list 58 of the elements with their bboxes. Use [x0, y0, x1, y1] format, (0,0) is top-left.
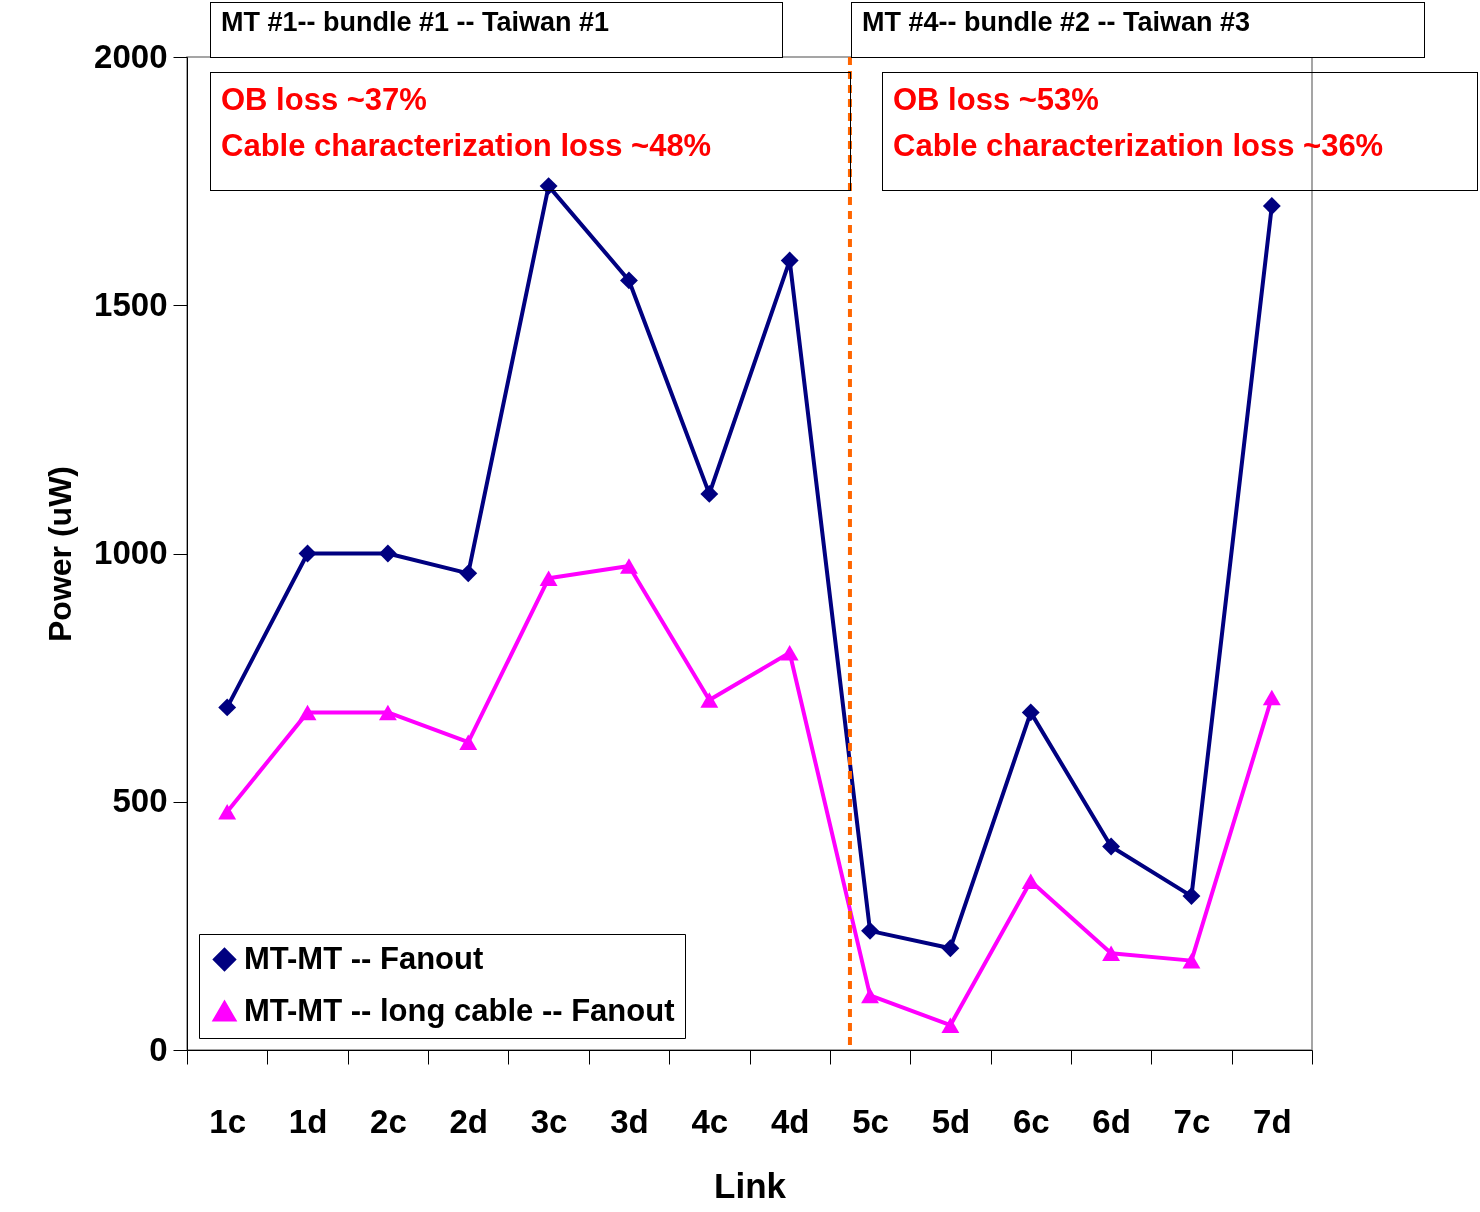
- x-tick-label: 2d: [449, 1102, 489, 1140]
- y-tick-label: 1000: [94, 534, 168, 571]
- annotation: OB loss ~37%: [221, 81, 428, 119]
- point: [459, 564, 478, 583]
- x-tick-label: 1c: [209, 1102, 247, 1140]
- point: [539, 570, 558, 587]
- point: [620, 271, 638, 290]
- point: [700, 484, 719, 503]
- point: [780, 645, 799, 661]
- text-box: MT #1-- bundle #1 -- Taiwan #1: [210, 2, 783, 58]
- point: [861, 921, 879, 940]
- annotation: Cable characterization loss ~48%: [221, 127, 713, 165]
- point: [218, 698, 237, 717]
- point: [620, 558, 638, 574]
- x-tick-label: 3c: [530, 1102, 568, 1140]
- x-tick-label: 6c: [1012, 1102, 1050, 1140]
- text-box: OB loss ~53% Cable characterization loss ~36%: [882, 72, 1478, 191]
- point: [1262, 689, 1281, 706]
- x-tick-label: 5c: [852, 1102, 889, 1140]
- x-tick-label: 7d: [1253, 1102, 1292, 1140]
- text-box: MT #4-- bundle #2 -- Taiwan #3: [851, 2, 1425, 58]
- legend-label: MT-MT -- Fanout: [244, 940, 484, 976]
- x-tick-label: 1d: [288, 1102, 328, 1140]
- point: [378, 544, 397, 563]
- point: [700, 692, 719, 708]
- point: [1102, 945, 1121, 961]
- y-axis-title: Power (uW): [42, 466, 79, 642]
- point: [218, 803, 237, 820]
- x-tick-label: 3d: [610, 1102, 649, 1140]
- point: [459, 734, 478, 750]
- annotation: OB loss ~53%: [893, 81, 1100, 119]
- point: [1021, 873, 1040, 889]
- point: [1262, 197, 1281, 215]
- point: [378, 704, 397, 721]
- point: [1102, 837, 1121, 856]
- y-tick-label: 1500: [94, 285, 168, 323]
- x-tick-label: 5d: [931, 1102, 971, 1140]
- x-tick-label: 2c: [370, 1102, 407, 1140]
- y-tick-label: 2000: [94, 37, 168, 75]
- point: [1021, 703, 1040, 722]
- point: [941, 1017, 960, 1033]
- point: [298, 544, 317, 563]
- point: [861, 987, 879, 1004]
- point: [1182, 952, 1201, 969]
- x-tick-label: 4d: [770, 1102, 810, 1140]
- y-tick-label: 500: [112, 782, 168, 820]
- y-tick-label: 0: [149, 1030, 168, 1068]
- point: [539, 177, 558, 196]
- point: [941, 939, 960, 958]
- x-tick-label: 4c: [691, 1102, 729, 1140]
- text-box: OB loss ~37% Cable characterization loss ~48%: [210, 72, 851, 191]
- point: [1182, 887, 1201, 906]
- x-tick-label: 6d: [1092, 1102, 1131, 1140]
- legend-label: MT-MT -- long cable -- Fanout: [244, 992, 675, 1028]
- point: [298, 704, 317, 721]
- annotation: Cable characterization loss ~36%: [893, 127, 1385, 165]
- x-tick-label: 7c: [1173, 1102, 1211, 1140]
- x-axis-title: Link: [714, 1165, 787, 1205]
